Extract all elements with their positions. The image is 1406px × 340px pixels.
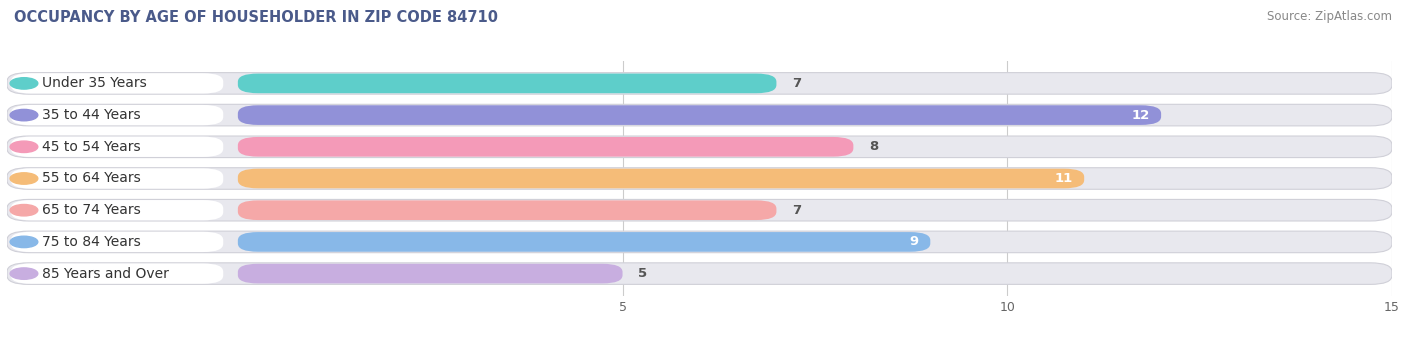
FancyBboxPatch shape — [238, 232, 931, 252]
Text: OCCUPANCY BY AGE OF HOUSEHOLDER IN ZIP CODE 84710: OCCUPANCY BY AGE OF HOUSEHOLDER IN ZIP C… — [14, 10, 498, 25]
Text: 55 to 64 Years: 55 to 64 Years — [42, 171, 141, 186]
FancyBboxPatch shape — [11, 105, 224, 125]
Text: 9: 9 — [910, 235, 918, 249]
FancyBboxPatch shape — [11, 137, 224, 157]
Circle shape — [10, 173, 38, 184]
Circle shape — [10, 141, 38, 153]
FancyBboxPatch shape — [7, 104, 1392, 126]
Circle shape — [10, 204, 38, 216]
FancyBboxPatch shape — [238, 73, 776, 93]
Text: Source: ZipAtlas.com: Source: ZipAtlas.com — [1267, 10, 1392, 23]
Text: 85 Years and Over: 85 Years and Over — [42, 267, 169, 280]
Text: Under 35 Years: Under 35 Years — [42, 76, 148, 90]
FancyBboxPatch shape — [7, 136, 1392, 157]
Text: 12: 12 — [1132, 108, 1150, 122]
Text: 11: 11 — [1054, 172, 1073, 185]
FancyBboxPatch shape — [11, 168, 224, 189]
Text: 5: 5 — [638, 267, 647, 280]
Text: 75 to 84 Years: 75 to 84 Years — [42, 235, 141, 249]
FancyBboxPatch shape — [238, 105, 1161, 125]
Text: 35 to 44 Years: 35 to 44 Years — [42, 108, 141, 122]
Text: 7: 7 — [792, 77, 801, 90]
Text: 8: 8 — [869, 140, 877, 153]
FancyBboxPatch shape — [7, 73, 1392, 94]
FancyBboxPatch shape — [7, 263, 1392, 284]
FancyBboxPatch shape — [238, 200, 776, 220]
FancyBboxPatch shape — [11, 200, 224, 220]
Circle shape — [10, 109, 38, 121]
Text: 7: 7 — [792, 204, 801, 217]
FancyBboxPatch shape — [11, 264, 224, 284]
FancyBboxPatch shape — [7, 168, 1392, 189]
Text: 45 to 54 Years: 45 to 54 Years — [42, 140, 141, 154]
Circle shape — [10, 268, 38, 279]
FancyBboxPatch shape — [7, 231, 1392, 253]
FancyBboxPatch shape — [11, 232, 224, 252]
FancyBboxPatch shape — [7, 200, 1392, 221]
Circle shape — [10, 236, 38, 248]
FancyBboxPatch shape — [238, 137, 853, 157]
FancyBboxPatch shape — [11, 73, 224, 94]
FancyBboxPatch shape — [238, 264, 623, 284]
FancyBboxPatch shape — [238, 169, 1084, 188]
Text: 65 to 74 Years: 65 to 74 Years — [42, 203, 141, 217]
Circle shape — [10, 78, 38, 89]
